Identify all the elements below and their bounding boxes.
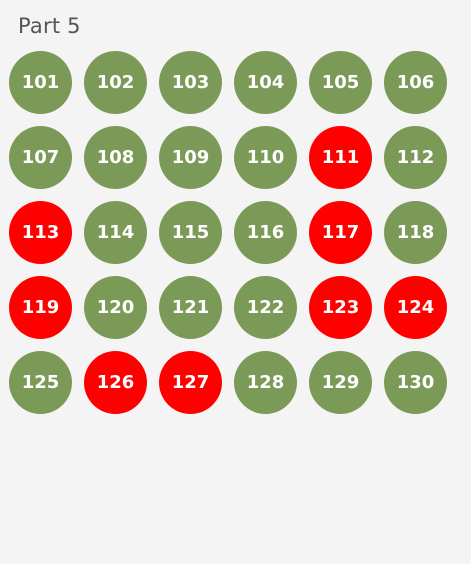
question-button[interactable]: 103 bbox=[159, 51, 222, 114]
question-button[interactable]: 130 bbox=[384, 351, 447, 414]
question-button[interactable]: 127 bbox=[159, 351, 222, 414]
question-button[interactable]: 114 bbox=[84, 201, 147, 264]
question-button[interactable]: 119 bbox=[9, 276, 72, 339]
question-button[interactable]: 128 bbox=[234, 351, 297, 414]
question-button[interactable]: 112 bbox=[384, 126, 447, 189]
question-button[interactable]: 115 bbox=[159, 201, 222, 264]
question-button[interactable]: 120 bbox=[84, 276, 147, 339]
question-button[interactable]: 110 bbox=[234, 126, 297, 189]
question-button[interactable]: 126 bbox=[84, 351, 147, 414]
part-title: Part 5 bbox=[18, 14, 81, 38]
question-button[interactable]: 109 bbox=[159, 126, 222, 189]
question-button[interactable]: 116 bbox=[234, 201, 297, 264]
question-button[interactable]: 118 bbox=[384, 201, 447, 264]
question-button[interactable]: 121 bbox=[159, 276, 222, 339]
question-button[interactable]: 129 bbox=[309, 351, 372, 414]
question-button[interactable]: 125 bbox=[9, 351, 72, 414]
question-button[interactable]: 113 bbox=[9, 201, 72, 264]
question-button[interactable]: 105 bbox=[309, 51, 372, 114]
question-button[interactable]: 122 bbox=[234, 276, 297, 339]
question-button[interactable]: 102 bbox=[84, 51, 147, 114]
question-button[interactable]: 101 bbox=[9, 51, 72, 114]
question-button[interactable]: 111 bbox=[309, 126, 372, 189]
question-grid: 101 102 103 104 105 106 107 108 109 110 … bbox=[9, 51, 447, 414]
question-button[interactable]: 104 bbox=[234, 51, 297, 114]
question-button[interactable]: 123 bbox=[309, 276, 372, 339]
question-button[interactable]: 117 bbox=[309, 201, 372, 264]
question-button[interactable]: 124 bbox=[384, 276, 447, 339]
question-button[interactable]: 107 bbox=[9, 126, 72, 189]
question-button[interactable]: 108 bbox=[84, 126, 147, 189]
question-button[interactable]: 106 bbox=[384, 51, 447, 114]
